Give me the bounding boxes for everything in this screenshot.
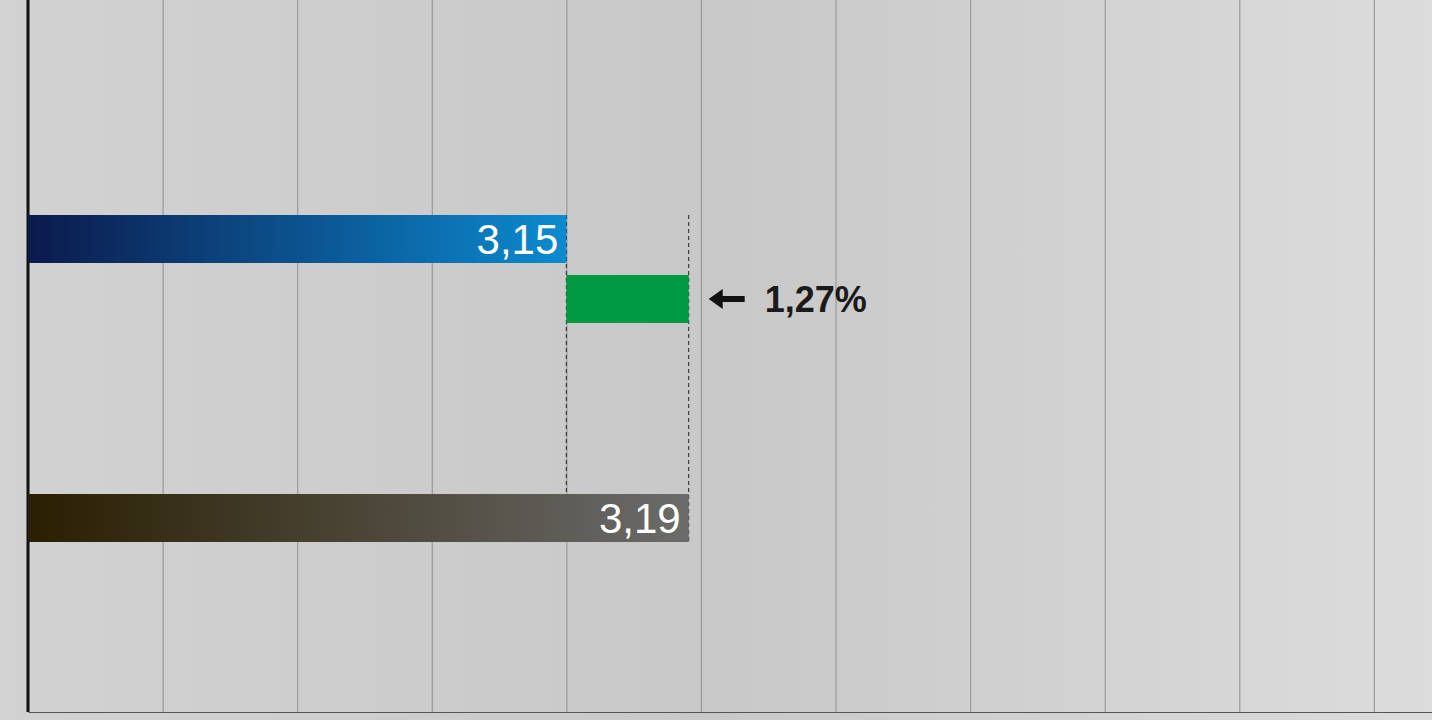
- difference-bar: [566, 275, 688, 323]
- grid-line: [701, 0, 702, 712]
- bar: [28, 494, 689, 542]
- tick: [1239, 0, 1240, 712]
- grid-line: [297, 0, 298, 712]
- data-label: 3,15: [477, 216, 559, 263]
- chart: 3,15 3,19 1,27%: [0, 0, 1432, 720]
- grid-line: [28, 0, 29, 712]
- grid-line: [1374, 0, 1375, 712]
- tick: [970, 0, 971, 712]
- grid-line: [835, 0, 836, 712]
- tick: [701, 0, 702, 712]
- tick: [297, 0, 298, 712]
- grid-line: [970, 0, 971, 712]
- grid-line: [1105, 0, 1106, 712]
- tick: [163, 0, 164, 712]
- tick: [836, 0, 837, 712]
- tick: [566, 0, 567, 712]
- x-axis: [29, 0, 1432, 713]
- data-label: 3,19: [599, 495, 681, 542]
- guide-line: [566, 215, 567, 542]
- bar: [28, 215, 566, 263]
- grid-line: [566, 0, 567, 712]
- grid-line: [162, 0, 163, 712]
- axis-line: [29, 712, 1432, 713]
- plot-area: [28, 215, 689, 542]
- grid-line: [432, 0, 433, 712]
- tick: [432, 0, 433, 712]
- grid-line: [1239, 0, 1240, 712]
- guide-line: [688, 215, 689, 542]
- tick: [28, 0, 29, 712]
- tick: [1105, 0, 1106, 712]
- annotation: 1,27%: [765, 279, 867, 320]
- y-axis-line: [27, 0, 30, 712]
- arrow: [709, 289, 745, 309]
- tick: [1374, 0, 1375, 712]
- background: [0, 0, 1432, 720]
